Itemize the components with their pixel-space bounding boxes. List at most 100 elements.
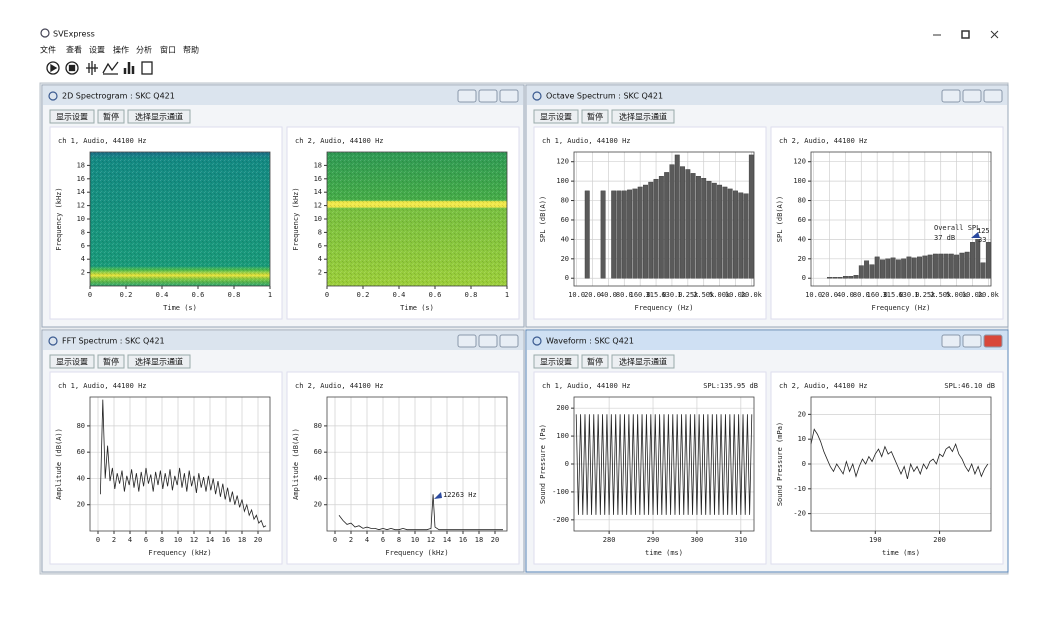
x-tick-label: 14 <box>206 536 214 544</box>
toolbar <box>46 61 153 75</box>
app-icon <box>40 28 50 38</box>
toolbar-button-label[interactable]: 选择显示通道 <box>135 357 183 367</box>
play-button[interactable] <box>46 61 60 75</box>
maximize-button[interactable] <box>961 30 970 39</box>
window-maximize[interactable] <box>962 89 982 103</box>
toolbar-button[interactable] <box>611 109 675 124</box>
toolbar-button[interactable] <box>49 354 95 369</box>
window-maximize[interactable] <box>962 334 982 348</box>
toolbar-button[interactable] <box>581 109 609 124</box>
menu-item[interactable]: 帮助 <box>183 45 199 55</box>
y-tick-label: 100 <box>556 177 569 185</box>
menu-item[interactable]: 窗口 <box>160 45 176 55</box>
waveform-button[interactable] <box>86 61 98 75</box>
toolbar-button-label[interactable]: 显示设置 <box>56 357 88 367</box>
toolbar-button-label[interactable]: 暂停 <box>587 357 603 367</box>
toolbar-button-label[interactable]: 暂停 <box>103 357 119 367</box>
x-tick-label: 315.0 <box>646 291 667 299</box>
window-close[interactable] <box>499 334 519 348</box>
bar <box>653 178 659 279</box>
calculator-button[interactable] <box>141 61 153 75</box>
toolbar-button[interactable] <box>97 354 125 369</box>
x-tick-label: 18 <box>238 536 246 544</box>
toolbar-button-label[interactable]: 选择显示通道 <box>135 112 183 122</box>
x-tick-label: 0.6 <box>192 291 205 299</box>
bar-button[interactable] <box>123 62 135 74</box>
spectrogram-noise <box>327 152 507 286</box>
menu-item[interactable]: 设置 <box>89 45 105 55</box>
y-tick-label: 14 <box>77 188 85 196</box>
window-minimize[interactable] <box>457 89 477 103</box>
toolbar-button[interactable] <box>581 354 609 369</box>
menu-item[interactable]: 分析 <box>136 45 152 55</box>
plot-frame <box>810 151 992 287</box>
toolbar-button-label[interactable]: 暂停 <box>587 112 603 122</box>
y-tick-label: 40 <box>314 474 322 482</box>
x-tick-label: 630.0 <box>661 291 682 299</box>
y-tick-label: 80 <box>77 422 85 430</box>
y-tick-label: 60 <box>561 216 569 224</box>
toolbar-button[interactable] <box>533 354 579 369</box>
window-icon <box>532 336 542 346</box>
window-close[interactable] <box>499 89 519 103</box>
y-tick-label: 18 <box>314 161 322 169</box>
y-tick-label: 80 <box>798 197 806 205</box>
toolbar-button[interactable] <box>533 109 579 124</box>
x-tick-label: 0.2 <box>357 291 370 299</box>
toolbar-button[interactable] <box>49 109 95 124</box>
toolbar-button-label[interactable]: 暂停 <box>103 112 119 122</box>
x-tick-label: 10.0k <box>725 291 747 299</box>
window-minimize[interactable] <box>457 334 477 348</box>
y-tick-label: 200 <box>556 404 569 412</box>
annotation: 125 <box>977 227 990 235</box>
window-minimize[interactable] <box>941 89 961 103</box>
y-tick-label: 100 <box>556 432 569 440</box>
x-tick-label: 315.0 <box>883 291 904 299</box>
toolbar-button-label[interactable]: 显示设置 <box>540 357 572 367</box>
y-tick-label: 4 <box>81 255 85 263</box>
window-maximize[interactable] <box>478 89 498 103</box>
data-line <box>810 428 989 479</box>
window-title-bar <box>527 86 1007 105</box>
bar <box>600 190 606 279</box>
window-minimize[interactable] <box>941 334 961 348</box>
bar <box>922 255 928 279</box>
toolbar-button-label[interactable]: 选择显示通道 <box>619 112 667 122</box>
app-title: SVExpress <box>53 30 95 39</box>
toolbar-button-label[interactable]: 显示设置 <box>540 112 572 122</box>
bar <box>706 180 712 279</box>
toolbar-button-label[interactable]: 选择显示通道 <box>619 357 667 367</box>
close-button[interactable] <box>990 30 999 39</box>
y-tick-label: 14 <box>314 188 322 196</box>
line-button[interactable] <box>102 61 119 75</box>
window-close[interactable] <box>983 334 1003 348</box>
toolbar-button[interactable] <box>97 109 125 124</box>
toolbar-button[interactable] <box>611 354 675 369</box>
stop-button[interactable] <box>65 61 79 75</box>
y-tick-label: 20 <box>314 501 322 509</box>
toolbar-button[interactable] <box>127 354 191 369</box>
y-tick-label: 80 <box>314 422 322 430</box>
y-tick-label: -20 <box>793 510 806 518</box>
menu-item[interactable]: 文件 <box>40 45 56 55</box>
x-tick-label: 8 <box>397 536 401 544</box>
x-tick-label: 2 <box>349 536 353 544</box>
x-tick-label: 0.8 <box>228 291 241 299</box>
x-axis-label: time (ms) <box>882 549 920 557</box>
toolbar-button[interactable] <box>127 109 191 124</box>
x-tick-label: 0.6 <box>429 291 442 299</box>
window-close[interactable] <box>983 89 1003 103</box>
bar <box>880 259 885 279</box>
bar <box>869 264 875 279</box>
menu-item[interactable]: 查看 <box>66 45 82 55</box>
window-icon <box>48 91 58 101</box>
y-tick-label: 10 <box>798 435 806 443</box>
bar <box>690 173 696 279</box>
window-maximize[interactable] <box>478 334 498 348</box>
y-tick-label: 0 <box>565 460 569 468</box>
plot-header: ch 2, Audio, 44100 Hz <box>779 382 868 390</box>
y-tick-label: 8 <box>318 228 322 236</box>
menu-item[interactable]: 操作 <box>113 45 129 55</box>
toolbar-button-label[interactable]: 显示设置 <box>56 112 88 122</box>
